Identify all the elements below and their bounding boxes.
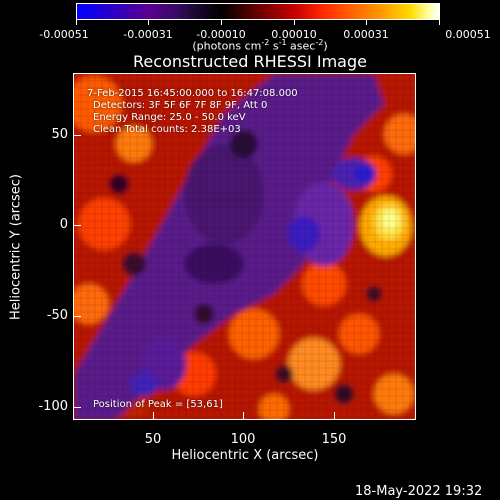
units-part: ) (323, 39, 328, 53)
y-tick-label: 50 (51, 127, 68, 142)
y-axis-label: Heliocentric Y (arcsec) (8, 174, 24, 320)
colorbar (76, 3, 440, 20)
colorbar-frame (76, 3, 440, 20)
units-exponent: -2 (261, 38, 270, 47)
y-tick-mark (73, 135, 81, 136)
units-part: s (269, 39, 279, 53)
image-title: Reconstructed RHESSI Image (133, 52, 367, 71)
x-tick-label: 50 (144, 432, 162, 447)
colorbar-tick (148, 20, 149, 25)
colorbar-tick-label: -0.00010 (196, 28, 246, 41)
colorbar-tick-label: 0.00051 (445, 28, 491, 41)
x-tick-mark (153, 412, 154, 420)
units-exponent: -1 (278, 38, 287, 47)
heatmap-image (74, 74, 415, 419)
units-part: (photons cm (192, 39, 262, 53)
colorbar-tick (294, 20, 295, 25)
x-tick-label: 100 (230, 432, 256, 447)
colorbar-tick (366, 20, 367, 25)
image-plot: 7-Feb-2015 16:45:00.000 to 16:47:08.000 … (73, 73, 416, 420)
x-tick-mark (243, 412, 244, 420)
x-tick-label: 150 (321, 432, 347, 447)
y-tick-mark (73, 225, 81, 226)
y-tick-mark (73, 316, 81, 317)
info-detectors: Detectors: 3F 5F 6F 7F 8F 9F, Att 0 (93, 100, 268, 111)
x-axis-label: Heliocentric X (arcsec) (171, 448, 319, 463)
info-time-range: 7-Feb-2015 16:45:00.000 to 16:47:08.000 (87, 88, 298, 99)
colorbar-tick (439, 20, 440, 25)
units-exponent: -2 (315, 38, 324, 47)
colorbar-tick-label: -0.00031 (123, 28, 173, 41)
plot-timestamp: 18-May-2022 19:32 (355, 484, 483, 499)
y-tick-label: 0 (59, 217, 68, 232)
colorbar-tick-label: 0.00031 (343, 28, 389, 41)
colorbar-units: (photons cm-2 s-1 asec-2) (192, 38, 327, 53)
colorbar-tick-label: -0.00051 (39, 28, 89, 41)
units-part: asec (286, 39, 316, 53)
colorbar-tick-label: 0.00010 (271, 28, 317, 41)
colorbar-tick (221, 20, 222, 25)
y-tick-label: -100 (38, 399, 68, 414)
info-energy-range: Energy Range: 25.0 - 50.0 keV (93, 112, 246, 123)
colorbar-tick (76, 20, 77, 25)
y-tick-label: -50 (46, 308, 68, 323)
info-clean-counts: Clean Total counts: 2.38E+03 (93, 124, 241, 135)
x-tick-mark (334, 412, 335, 420)
peak-position: Position of Peak = [53,61] (93, 399, 223, 410)
y-tick-mark (73, 407, 81, 408)
